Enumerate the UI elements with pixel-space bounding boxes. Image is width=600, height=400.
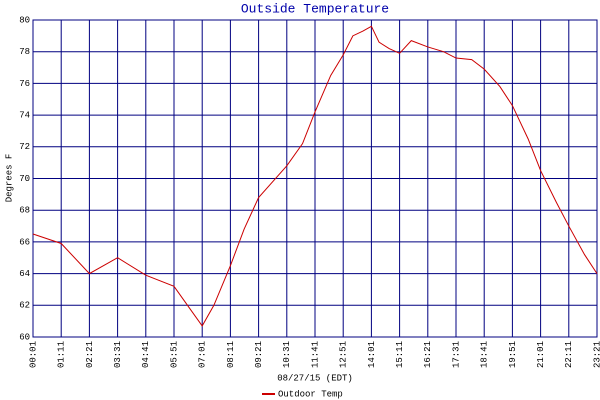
y-tick-label: 72 [19, 142, 30, 152]
x-tick-label: 04:41 [141, 341, 151, 368]
chart-title: Outside Temperature [241, 1, 389, 16]
x-tick-label: 21:01 [536, 341, 546, 368]
legend-label: Outdoor Temp [278, 389, 343, 399]
x-tick-label: 22:11 [564, 341, 574, 368]
x-tick-label: 05:51 [169, 341, 179, 368]
x-tick-label: 16:21 [423, 341, 433, 368]
y-tick-label: 80 [19, 15, 30, 25]
x-axis-label: 08/27/15 (EDT) [277, 373, 353, 383]
x-tick-label: 12:51 [339, 341, 349, 368]
x-tick-label: 07:01 [198, 341, 208, 368]
y-tick-label: 62 [19, 301, 30, 311]
y-tick-label: 70 [19, 174, 30, 184]
y-axis-label: Degrees F [4, 154, 14, 203]
data-line [32, 25, 598, 327]
x-tick-label: 15:11 [395, 341, 405, 368]
x-tick-label: 09:21 [254, 341, 264, 368]
x-tick-label: 19:51 [508, 341, 518, 368]
y-tick-label: 66 [19, 237, 30, 247]
x-tick-label: 01:11 [57, 341, 67, 368]
x-tick-label: 17:31 [451, 341, 461, 368]
y-tick-label: 64 [19, 269, 30, 279]
plot-frame [32, 19, 598, 338]
y-tick-label: 60 [19, 332, 30, 342]
x-tick-label: 18:41 [480, 341, 490, 368]
y-tick-label: 68 [19, 206, 30, 216]
x-tick-label: 08:11 [226, 341, 236, 368]
y-tick-label: 76 [19, 79, 30, 89]
x-tick-label: 00:01 [28, 341, 38, 368]
x-tick-label: 11:41 [310, 341, 320, 368]
y-tick-label: 74 [19, 110, 30, 120]
y-tick-label: 78 [19, 47, 30, 57]
x-tick-label: 03:31 [113, 341, 123, 368]
x-tick-label: 02:21 [85, 341, 95, 368]
x-tick-label: 10:31 [282, 341, 292, 368]
x-tick-label: 14:01 [367, 341, 377, 368]
x-tick-label: 23:21 [592, 341, 600, 368]
